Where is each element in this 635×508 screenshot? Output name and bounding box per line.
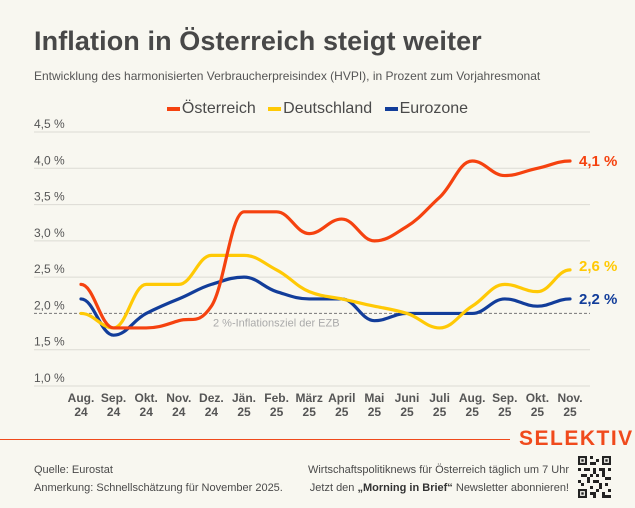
x-tick-label-month: Okt. [135, 391, 158, 405]
promo-text-pre: Jetzt den [309, 482, 358, 494]
brand-logo: SELEKTIV [519, 427, 634, 450]
x-tick-label-year: 24 [74, 405, 88, 419]
promo-text-post: Newsletter abonnieren! [452, 482, 569, 494]
x-axis-ticks: Aug.24Sep.24Okt.24Nov.24Dez.24Jän.25Feb.… [68, 391, 583, 419]
x-tick-label-year: 25 [498, 405, 512, 419]
newsletter-promo[interactable]: Wirtschaftspolitiknews für Österreich tä… [308, 461, 569, 497]
series-lines [79, 159, 572, 337]
x-tick-label-year: 25 [237, 405, 251, 419]
source-note: Quelle: Eurostat [34, 464, 113, 476]
x-tick-label-year: 25 [433, 405, 447, 419]
x-tick-label-month: Dez. [199, 391, 224, 405]
footer-notes: Quelle: Eurostat Anmerkung: Schnellschät… [34, 461, 283, 497]
remark-note: Anmerkung: Schnellschätzung für November… [34, 482, 283, 494]
qr-code-icon[interactable] [578, 456, 611, 498]
y-tick-label: 4,5 % [34, 117, 65, 131]
y-tick-label: 3,0 % [34, 226, 65, 240]
y-tick-label: 1,5 % [34, 335, 65, 349]
y-tick-label: 1,0 % [34, 371, 65, 385]
x-tick-label-month: Juni [395, 391, 420, 405]
x-tick-label-year: 25 [270, 405, 284, 419]
legend: Österreich Deutschland Eurozone [0, 98, 635, 118]
x-tick-label-month: Okt. [526, 391, 549, 405]
chart-subtitle: Entwicklung des harmonisierten Verbrauch… [34, 69, 541, 83]
x-tick-label-month: Aug. [459, 391, 486, 405]
legend-item-eurozone: Eurozone [384, 100, 469, 118]
x-tick-label-month: Sep. [492, 391, 517, 405]
line-chart: 1,0 % 1,5 % 2,0 % 2,5 % 3,0 % 3,5 % 4,0 % 4,5 %… [34, 117, 617, 419]
promo-newsletter-name: „Morning in Brief“ [357, 482, 453, 494]
x-tick-label-year: 25 [303, 405, 317, 419]
x-tick-label-year: 25 [531, 405, 545, 419]
y-tick-label: 2,5 % [34, 262, 65, 276]
x-tick-label-month: Nov. [166, 391, 191, 405]
end-label-oesterreich: 4,1 % [579, 153, 617, 170]
legend-item-oesterreich: Österreich [166, 100, 256, 118]
promo-line-1: Wirtschaftspolitiknews für Österreich tä… [307, 464, 569, 476]
end-label-deutschland: 2,6 % [579, 258, 617, 275]
reference-line-label: 2 %-Inflationsziel der EZB [213, 317, 340, 329]
x-tick-label-year: 24 [107, 405, 121, 419]
x-tick-label-month: Juli [429, 391, 450, 405]
legend-label-eurozone: Eurozone [399, 100, 469, 117]
promo-line-2: Jetzt den „Morning in Brief“ Newsletter … [308, 479, 569, 497]
x-tick-label-month: Jän. [232, 391, 256, 405]
legend-swatch-oesterreich [166, 107, 180, 111]
legend-swatch-eurozone [384, 107, 398, 111]
series-line-deutschland [79, 253, 572, 330]
y-tick-label: 2,0 % [34, 298, 65, 312]
legend-item-deutschland: Deutschland [268, 100, 372, 118]
series-line-eurozone [79, 275, 572, 337]
chart-title: Inflation in Österreich steigt weiter [34, 26, 482, 56]
x-tick-label-month: April [328, 391, 355, 405]
x-tick-label-year: 25 [335, 405, 349, 419]
x-tick-label-year: 24 [205, 405, 219, 419]
x-tick-label-month: Feb. [264, 391, 289, 405]
x-tick-label-month: Aug. [68, 391, 95, 405]
x-tick-label-month: Mai [364, 391, 384, 405]
gridlines [34, 131, 590, 387]
x-tick-label-year: 25 [466, 405, 480, 419]
x-tick-label-year: 24 [140, 405, 154, 419]
legend-label-deutschland: Deutschland [283, 100, 373, 117]
y-tick-label: 4,0 % [34, 153, 65, 167]
footer-divider [0, 439, 510, 440]
x-tick-label-year: 25 [563, 405, 577, 419]
end-label-eurozone: 2,2 % [579, 291, 617, 308]
end-labels: 2,2 % 2,6 % 4,1 % [579, 153, 617, 308]
legend-swatch-deutschland [268, 107, 282, 111]
x-tick-label-month: Nov. [557, 391, 582, 405]
x-tick-label-month: Sep. [101, 391, 126, 405]
y-tick-label: 3,5 % [34, 190, 65, 204]
legend-label-oesterreich: Österreich [181, 100, 256, 117]
series-line-oesterreich [79, 159, 572, 330]
x-tick-label-year: 24 [172, 405, 186, 419]
y-axis-ticks: 1,0 % 1,5 % 2,0 % 2,5 % 3,0 % 3,5 % 4,0 % 4,5 % [34, 117, 65, 385]
x-tick-label-year: 25 [368, 405, 382, 419]
x-tick-label-month: März [296, 391, 323, 405]
x-tick-label-year: 25 [400, 405, 414, 419]
